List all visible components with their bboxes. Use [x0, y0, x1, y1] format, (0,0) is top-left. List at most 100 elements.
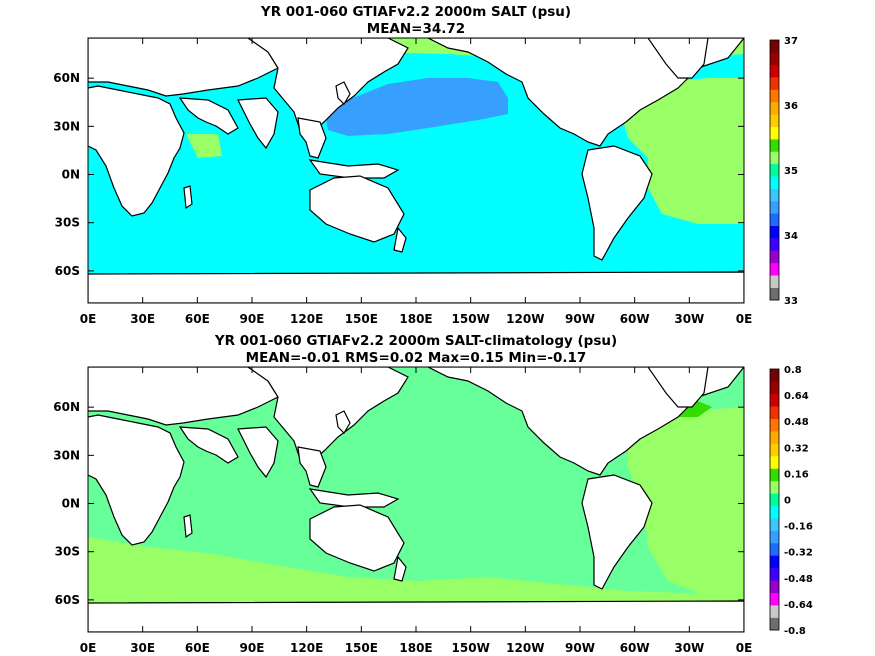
field-patch-atlantic: [628, 407, 744, 597]
y-tick-label: 60S: [55, 593, 80, 607]
x-tick-label: 90E: [240, 312, 265, 326]
colorbar-segment: [770, 287, 779, 301]
colorbar-segment: [770, 250, 779, 264]
colorbar-segment: [770, 567, 779, 581]
colorbar-segment: [770, 89, 779, 103]
colorbar-segment: [770, 200, 779, 214]
x-tick-label: 120E: [290, 641, 323, 655]
field-patch-north-pacific: [324, 78, 508, 136]
panel-subtitle: MEAN=34.72: [367, 21, 465, 37]
colorbar-segment: [770, 176, 779, 189]
colorbar-segment: [770, 151, 779, 165]
x-tick-label: 30E: [130, 641, 155, 655]
panel-title: YR 001-060 GTIAFv2.2 2000m SALT (psu): [260, 4, 571, 20]
x-tick-label: 150E: [345, 641, 378, 655]
colorbar-segment: [770, 555, 779, 569]
colorbar-frame: [769, 368, 780, 631]
colorbar-segment: [770, 52, 779, 66]
y-tick-label: 0N: [62, 168, 80, 182]
colorbar-segment: [770, 64, 779, 78]
x-tick-label: 30W: [674, 641, 704, 655]
colorbar-segment: [770, 443, 779, 457]
colorbar-segment: [770, 262, 779, 276]
x-tick-label: 60E: [185, 641, 210, 655]
y-tick-label: 30S: [55, 545, 80, 559]
x-tick-label: 30W: [674, 312, 704, 326]
colorbar-segment: [770, 225, 779, 239]
colorbar-segment: [770, 505, 779, 519]
colorbar-label: 0.48: [784, 417, 809, 428]
colorbar-label: -0.48: [784, 574, 813, 585]
x-tick-label: 120W: [506, 641, 544, 655]
colorbar-segment: [770, 493, 779, 507]
colorbar-segment: [770, 580, 779, 594]
colorbar-segment: [770, 468, 779, 482]
colorbar-segment: [770, 369, 779, 382]
x-tick-label: 60W: [620, 641, 650, 655]
colorbar-label: 0.32: [784, 443, 809, 454]
colorbar-segment: [770, 238, 779, 251]
x-tick-label: 90W: [565, 312, 595, 326]
colorbar-segment: [770, 114, 779, 127]
y-tick-label: 30S: [55, 216, 80, 230]
x-tick-label: 0E: [736, 312, 753, 326]
map-salt: [88, 38, 744, 303]
map-axes: 0E 30E 60E 90E 120E 150E 180E 150W 120W 90W 60W 30W…: [53, 38, 752, 326]
panel-title: YR 001-060 GTIAFv2.2 2000m SALT-climatol…: [214, 333, 617, 349]
y-tick-label: 30N: [53, 119, 80, 133]
x-tick-label: 150W: [452, 641, 490, 655]
x-tick-label: 180E: [399, 641, 432, 655]
colorbar-segment: [770, 381, 779, 395]
y-tick-label: 30N: [53, 448, 80, 462]
x-tick-label: 30E: [130, 312, 155, 326]
colorbar-label: 0: [784, 496, 791, 507]
x-tick-label: 60W: [620, 312, 650, 326]
x-tick-label: 150W: [452, 312, 490, 326]
colorbar-segment: [770, 213, 779, 227]
colorbar-segment: [770, 188, 779, 202]
colorbar-label: 33: [784, 296, 798, 307]
x-tick-label: 120W: [506, 312, 544, 326]
colorbar-label: -0.16: [784, 522, 813, 533]
colorbar-segment: [770, 139, 779, 152]
colorbar-label: 34: [784, 231, 798, 242]
x-tick-label: 90E: [240, 641, 265, 655]
colorbar-segment: [770, 77, 779, 90]
colorbar-salt: 33 34 35 36 37: [769, 36, 798, 307]
colorbar-segment: [770, 275, 779, 288]
colorbar-segment: [770, 431, 779, 444]
colorbar-segment: [770, 592, 779, 606]
colorbar-segment: [770, 543, 779, 556]
colorbar-segment: [770, 518, 779, 531]
colorbar-segment: [770, 530, 779, 544]
y-tick-label: 60N: [53, 71, 80, 85]
map-salt-anomaly: [88, 367, 744, 632]
colorbar-segment: [770, 456, 779, 469]
x-tick-label: 180E: [399, 312, 432, 326]
y-tick-label: 60N: [53, 400, 80, 414]
colorbar-label: 0.64: [784, 391, 809, 402]
colorbar-label: 35: [784, 166, 798, 177]
x-tick-label: 0E: [80, 312, 97, 326]
colorbar-segment: [770, 126, 779, 140]
colorbar-segment: [770, 617, 779, 631]
panel-salt: YR 001-060 GTIAFv2.2 2000m SALT (psu) ME…: [53, 4, 798, 326]
colorbar-segment: [770, 480, 779, 494]
x-tick-label: 90W: [565, 641, 595, 655]
panel-salt-anomaly: YR 001-060 GTIAFv2.2 2000m SALT-climatol…: [53, 333, 813, 655]
colorbar-label: -0.8: [784, 626, 806, 637]
x-tick-label: 150E: [345, 312, 378, 326]
colorbar-segment: [770, 40, 779, 53]
colorbar-segment: [770, 163, 779, 177]
colorbar-label: -0.64: [784, 600, 813, 611]
y-tick-label: 0N: [62, 497, 80, 511]
colorbar-segment: [770, 406, 779, 420]
colorbar-label: 37: [784, 36, 798, 47]
colorbar-label: 36: [784, 101, 798, 112]
colorbar-salt-anomaly: -0.8 -0.64 -0.48 -0.32 -0.16 0 0.16 0.32 0.48 0.6…: [769, 365, 813, 637]
colorbar-label: 0.16: [784, 469, 809, 480]
field-patch-southern-band: [88, 537, 744, 607]
colorbar-segment: [770, 605, 779, 618]
map-axes: 0E 30E 60E 90E 120E 150E 180E 150W 120W 90W 60W 30W…: [53, 367, 752, 655]
